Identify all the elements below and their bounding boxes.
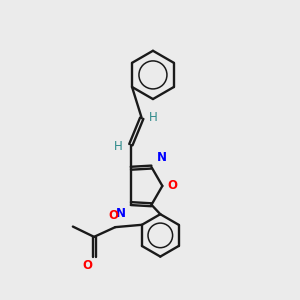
Text: O: O (168, 179, 178, 192)
Text: N: N (157, 151, 166, 164)
Text: N: N (116, 206, 126, 220)
Text: O: O (109, 209, 119, 222)
Text: H: H (149, 111, 158, 124)
Text: O: O (82, 259, 93, 272)
Text: H: H (114, 140, 123, 153)
